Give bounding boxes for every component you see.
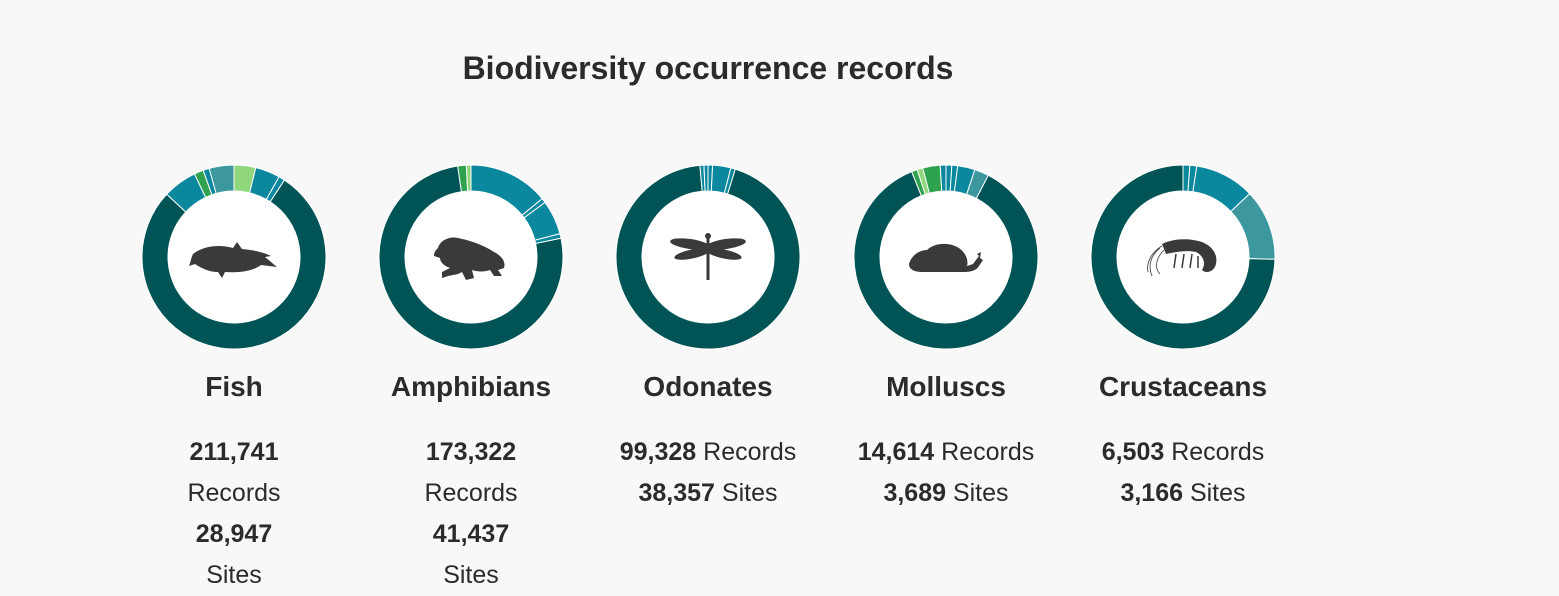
- sites-count: 3,166: [1120, 479, 1183, 507]
- sites-label: Sites: [206, 561, 262, 589]
- records-label: Records: [941, 438, 1035, 466]
- records-count: 99,328: [619, 438, 697, 466]
- group-fish: Fish 211,741 Records 28,947 Sites: [114, 164, 354, 596]
- group-odonates: Odonates 99,328 Records 38,357 Sites: [588, 164, 828, 514]
- amphibians-donut-chart: [378, 164, 564, 350]
- group-stats: 6,503 Records 3,166 Sites: [1063, 432, 1303, 514]
- group-stats: 211,741 Records 28,947 Sites: [114, 432, 354, 596]
- records-count: 14,614: [857, 438, 935, 466]
- crustaceans-donut-chart: [1090, 164, 1276, 350]
- donut-slice-3[interactable]: [615, 164, 801, 350]
- records-label: Records: [703, 438, 797, 466]
- donut-slice-8[interactable]: [939, 164, 947, 192]
- group-stats: 173,322 Records 41,437 Sites: [351, 432, 591, 596]
- sites-label: Sites: [721, 479, 778, 507]
- snail-icon: [909, 243, 983, 272]
- frog-icon: [434, 237, 505, 280]
- group-name: Odonates: [643, 371, 773, 402]
- donut-slice-6[interactable]: [465, 164, 472, 192]
- group-amphibians: Amphibians 173,322 Records 41,437 Sites: [351, 164, 591, 596]
- sites-label: Sites: [443, 561, 499, 589]
- odonates-donut-chart: [615, 164, 801, 350]
- sites-count: 28,947: [195, 520, 273, 548]
- group-molluscs: Molluscs 14,614 Records 3,689 Sites: [826, 164, 1066, 514]
- sites-count: 3,689: [883, 479, 946, 507]
- group-stats: 99,328 Records 38,357 Sites: [588, 432, 828, 514]
- records-label: Records: [1171, 438, 1265, 466]
- group-name: Crustaceans: [1098, 371, 1268, 402]
- group-stats: 14,614 Records 3,689 Sites: [826, 432, 1066, 514]
- dragonfly-icon: [670, 233, 746, 280]
- records-label: Records: [424, 479, 518, 507]
- records-count: 6,503: [1101, 438, 1165, 466]
- page-title: Biodiversity occurrence records: [462, 50, 954, 86]
- sites-label: Sites: [952, 479, 1009, 507]
- group-name: Molluscs: [886, 371, 1006, 402]
- donut-slice-3[interactable]: [141, 179, 327, 350]
- records-count: 211,741: [189, 438, 279, 466]
- molluscs-donut-chart: [853, 164, 1039, 350]
- records-count: 173,322: [425, 438, 517, 466]
- donut-slice-4[interactable]: [378, 165, 564, 350]
- group-crustaceans: Crustaceans 6,503 Records 3,166 Sites: [1063, 164, 1303, 514]
- donut-slice-5[interactable]: [703, 164, 709, 192]
- group-name: Amphibians: [390, 371, 552, 402]
- donut-slice-4[interactable]: [853, 171, 1039, 350]
- sites-label: Sites: [1189, 479, 1246, 507]
- sites-count: 41,437: [432, 520, 510, 548]
- sites-count: 38,357: [638, 479, 715, 507]
- group-name: Fish: [205, 371, 263, 402]
- records-label: Records: [187, 479, 281, 507]
- donut-slice-7[interactable]: [208, 164, 235, 195]
- shrimp-icon: [1147, 239, 1217, 277]
- fish-icon: [189, 242, 277, 278]
- fish-donut-chart: [141, 164, 327, 350]
- donut-slice-4[interactable]: [1090, 164, 1276, 350]
